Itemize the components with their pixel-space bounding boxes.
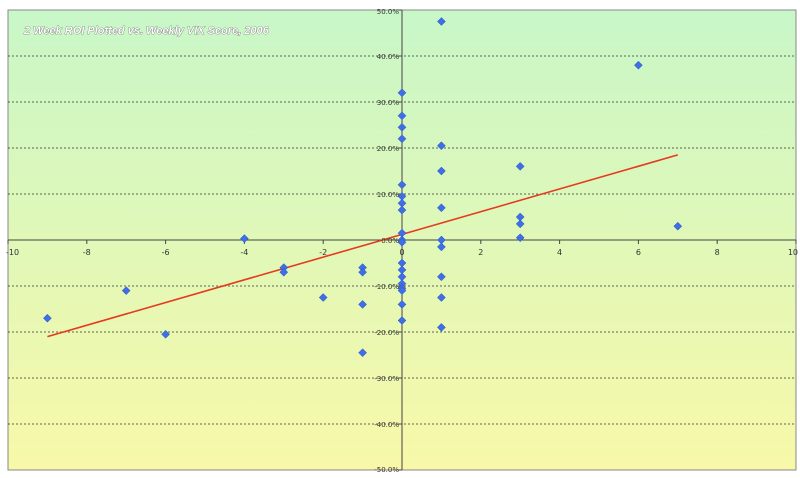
data-point <box>437 293 446 302</box>
data-point <box>515 219 525 229</box>
data-point <box>397 111 407 121</box>
data-point <box>318 293 328 302</box>
tick-labels: -10 -8 -6 -4 -2 0 2 4 6 8 10 50.0% 40.0% 30.0% 20.0% 10… <box>6 8 798 474</box>
trendline <box>47 154 679 338</box>
data-point <box>437 166 446 176</box>
data-point <box>515 233 525 243</box>
x-tick-label: -4 <box>240 248 248 257</box>
data-point <box>121 286 131 295</box>
x-tick-label: 10 <box>788 248 798 257</box>
data-point <box>673 221 683 231</box>
data-point <box>43 313 52 323</box>
data-point <box>397 134 407 144</box>
data-point <box>437 323 446 332</box>
trendline-group <box>47 154 679 338</box>
data-point <box>397 316 407 325</box>
data-point <box>358 348 367 358</box>
y-tick-label: 20.0% <box>377 145 400 153</box>
y-tick-label: -20.0% <box>374 329 399 337</box>
x-tick-label: 2 <box>478 248 483 257</box>
data-point <box>397 300 407 309</box>
y-tick-label: -10.0% <box>374 283 399 291</box>
data-point <box>397 122 407 132</box>
data-point <box>279 267 289 277</box>
data-point <box>437 272 446 282</box>
data-point <box>634 60 643 70</box>
y-tick-label: 0.0% <box>381 237 399 245</box>
data-point <box>437 242 446 252</box>
data-point <box>240 234 249 243</box>
data-point <box>437 17 446 26</box>
x-tick-label: -6 <box>162 248 170 257</box>
y-tick-label: 30.0% <box>377 99 400 107</box>
x-tick-label: -2 <box>319 248 327 257</box>
data-point <box>397 286 407 295</box>
y-tick-label: -40.0% <box>374 421 399 429</box>
data-point <box>397 88 407 98</box>
data-point <box>358 300 367 309</box>
data-point <box>437 141 446 151</box>
data-point <box>397 180 407 190</box>
x-tick-label: 4 <box>557 248 562 257</box>
x-tick-label: -8 <box>83 248 91 257</box>
data-point <box>397 237 407 247</box>
data-point <box>515 162 525 171</box>
x-tick-label: -10 <box>6 248 19 257</box>
data-point <box>161 329 170 339</box>
chart-title: 2 Week ROI Plotted vs. Weekly VIX Score,… <box>23 25 270 37</box>
x-tick-label: 0 <box>399 248 404 257</box>
y-tick-label: 40.0% <box>377 53 400 61</box>
data-points <box>43 17 683 358</box>
y-tick-label: 50.0% <box>377 8 400 16</box>
x-tick-label: 8 <box>715 248 720 257</box>
y-tick-label: 10.0% <box>377 191 400 199</box>
y-tick-label: -30.0% <box>374 375 399 383</box>
x-tick-label: 6 <box>636 248 641 257</box>
data-point <box>397 205 407 215</box>
data-point <box>437 203 446 213</box>
data-point <box>358 267 367 277</box>
y-tick-label: -50.0% <box>374 466 399 474</box>
